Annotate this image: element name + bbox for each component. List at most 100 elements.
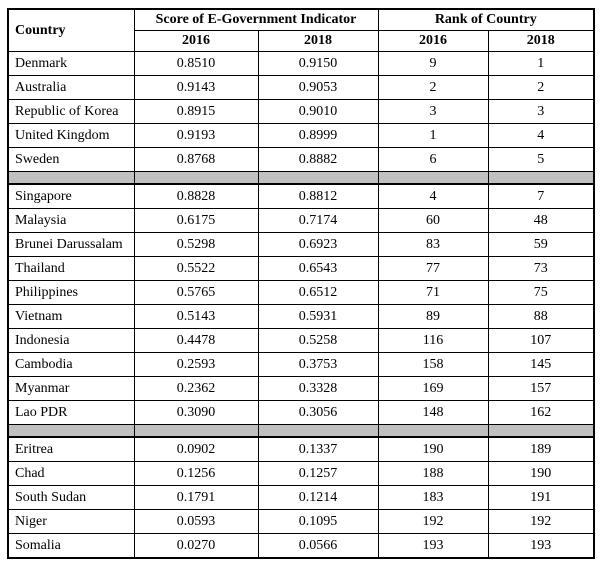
score-2016-cell: 0.8510 [133,51,259,76]
score-2018-cell: 0.3056 [257,400,379,425]
separator-row [7,171,595,185]
country-cell: Cambodia [7,352,135,377]
table-row: Australia 0.9143 0.9053 2 2 [7,75,595,100]
rank-2016-cell: 71 [377,280,489,305]
table-row: Sweden 0.8768 0.8882 6 5 [7,147,595,172]
score-2018-cell: 0.9150 [257,51,379,76]
egov-indicator-table: Country Score of E-Government Indicator … [7,8,596,559]
country-cell: United Kingdom [7,123,135,148]
rank-2016-cell: 188 [377,461,489,486]
score-2016-cell: 0.4478 [133,328,259,353]
score-2018-cell: 0.5258 [257,328,379,353]
country-cell: Myanmar [7,376,135,401]
score-2018-cell: 0.6543 [257,256,379,281]
rank-2016-cell: 3 [377,99,489,124]
table-row: Lao PDR 0.3090 0.3056 148 162 [7,400,595,425]
score-2016-cell: 0.3090 [133,400,259,425]
rank-2018-cell: 190 [487,461,595,486]
country-cell: Malaysia [7,208,135,233]
score-2016-cell: 0.8828 [133,183,259,209]
table-row: Chad 0.1256 0.1257 188 190 [7,461,595,486]
table-row: Indonesia 0.4478 0.5258 116 107 [7,328,595,353]
country-cell: Eritrea [7,436,135,462]
rank-2016-cell: 183 [377,485,489,510]
table-row: Myanmar 0.2362 0.3328 169 157 [7,376,595,401]
score-2016-cell: 0.5765 [133,280,259,305]
table-row: Eritrea 0.0902 0.1337 190 189 [7,436,595,462]
separator-cell [133,424,259,438]
score-2018-cell: 0.5931 [257,304,379,329]
separator-cell [133,171,259,185]
score-group-header: Score of E-Government Indicator [133,8,379,31]
score-2016-cell: 0.5143 [133,304,259,329]
country-cell: Brunei Darussalam [7,232,135,257]
separator-cell [487,424,595,438]
table-row: Cambodia 0.2593 0.3753 158 145 [7,352,595,377]
score-2016-cell: 0.9143 [133,75,259,100]
score-2018-cell: 0.3328 [257,376,379,401]
rank-2016-cell: 158 [377,352,489,377]
table-row: Denmark 0.8510 0.9150 9 1 [7,51,595,76]
table-row: United Kingdom 0.9193 0.8999 1 4 [7,123,595,148]
rank-2016-cell: 2 [377,75,489,100]
score-2018-column-header: 2018 [257,30,379,52]
rank-2018-cell: 5 [487,147,595,172]
country-cell: Sweden [7,147,135,172]
rank-2018-cell: 107 [487,328,595,353]
table-row: Republic of Korea 0.8915 0.9010 3 3 [7,99,595,124]
rank-2018-column-header: 2018 [487,30,595,52]
country-column-header: Country [7,8,135,52]
header-row-groups: Country Score of E-Government Indicator … [7,8,595,52]
score-2016-cell: 0.2362 [133,376,259,401]
rank-2018-cell: 3 [487,99,595,124]
country-cell: South Sudan [7,485,135,510]
score-2018-cell: 0.3753 [257,352,379,377]
table-header: Country Score of E-Government Indicator … [7,8,595,52]
rank-2018-cell: 192 [487,509,595,534]
rank-2016-cell: 169 [377,376,489,401]
rank-2016-cell: 148 [377,400,489,425]
separator-cell [377,424,489,438]
score-2018-cell: 0.8999 [257,123,379,148]
rank-2018-cell: 75 [487,280,595,305]
score-2018-cell: 0.9010 [257,99,379,124]
rank-2016-cell: 9 [377,51,489,76]
score-2018-cell: 0.7174 [257,208,379,233]
score-2018-cell: 0.1257 [257,461,379,486]
country-cell: Indonesia [7,328,135,353]
score-2016-cell: 0.5298 [133,232,259,257]
rank-2016-cell: 4 [377,183,489,209]
table-row: Somalia 0.0270 0.0566 193 193 [7,533,595,559]
table-row: Brunei Darussalam 0.5298 0.6923 83 59 [7,232,595,257]
rank-2018-cell: 59 [487,232,595,257]
country-cell: Somalia [7,533,135,559]
separator-cell [257,171,379,185]
rank-2016-cell: 89 [377,304,489,329]
rank-2016-column-header: 2016 [377,30,489,52]
separator-cell [377,171,489,185]
score-2016-cell: 0.0593 [133,509,259,534]
table-row: South Sudan 0.1791 0.1214 183 191 [7,485,595,510]
rank-group-header: Rank of Country [377,8,595,31]
rank-2018-cell: 7 [487,183,595,209]
country-cell: Chad [7,461,135,486]
score-2016-cell: 0.2593 [133,352,259,377]
rank-2018-cell: 189 [487,436,595,462]
score-2016-cell: 0.1256 [133,461,259,486]
rank-2016-cell: 60 [377,208,489,233]
rank-2016-cell: 77 [377,256,489,281]
separator-row [7,424,595,438]
separator-cell [7,424,135,438]
score-2016-cell: 0.8768 [133,147,259,172]
rank-2016-cell: 1 [377,123,489,148]
country-cell: Republic of Korea [7,99,135,124]
rank-2016-cell: 83 [377,232,489,257]
rank-2018-cell: 162 [487,400,595,425]
country-cell: Philippines [7,280,135,305]
rank-2016-cell: 192 [377,509,489,534]
rank-2018-cell: 48 [487,208,595,233]
score-2018-cell: 0.6923 [257,232,379,257]
score-2018-cell: 0.0566 [257,533,379,559]
country-cell: Thailand [7,256,135,281]
rank-2018-cell: 4 [487,123,595,148]
